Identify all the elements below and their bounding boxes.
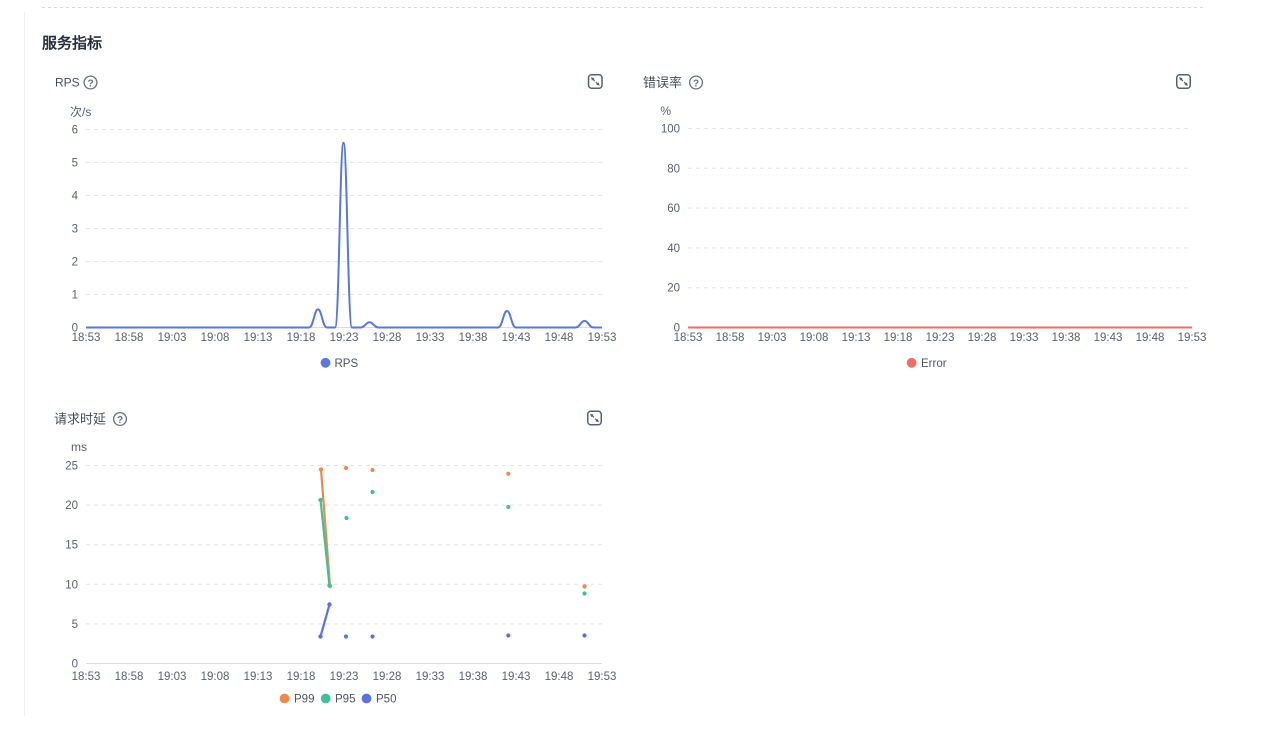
svg-text:19:13: 19:13 xyxy=(244,332,273,344)
svg-text:10: 10 xyxy=(65,579,78,591)
svg-text:20: 20 xyxy=(667,283,680,295)
svg-text:RPS: RPS xyxy=(335,358,359,370)
svg-text:19:28: 19:28 xyxy=(968,332,997,344)
svg-text:19:48: 19:48 xyxy=(545,332,574,344)
svg-text:20: 20 xyxy=(65,500,78,512)
svg-text:P50: P50 xyxy=(376,694,396,706)
svg-text:请求时延: 请求时延 xyxy=(54,412,106,427)
svg-text:错误率: 错误率 xyxy=(643,75,682,90)
svg-text:25: 25 xyxy=(65,461,78,473)
svg-text:1: 1 xyxy=(72,290,78,302)
svg-text:Error: Error xyxy=(921,358,947,370)
svg-text:0: 0 xyxy=(72,323,78,335)
svg-text:19:43: 19:43 xyxy=(502,671,531,683)
svg-text:18:53: 18:53 xyxy=(674,332,703,344)
svg-text:19:08: 19:08 xyxy=(201,332,230,344)
svg-text:19:13: 19:13 xyxy=(244,671,273,683)
svg-text:15: 15 xyxy=(65,540,78,552)
svg-text:19:38: 19:38 xyxy=(1052,332,1081,344)
svg-text:P99: P99 xyxy=(294,694,314,706)
svg-text:19:53: 19:53 xyxy=(588,671,617,683)
svg-text:19:18: 19:18 xyxy=(287,671,316,683)
svg-text:3: 3 xyxy=(72,224,78,236)
svg-text:P95: P95 xyxy=(335,694,355,706)
svg-text:19:23: 19:23 xyxy=(330,332,359,344)
svg-text:19:03: 19:03 xyxy=(158,671,187,683)
svg-text:60: 60 xyxy=(667,203,680,215)
svg-text:19:38: 19:38 xyxy=(459,671,488,683)
svg-text:19:23: 19:23 xyxy=(330,671,359,683)
svg-text:80: 80 xyxy=(667,163,680,175)
svg-text:19:53: 19:53 xyxy=(588,332,617,344)
svg-text:次/s: 次/s xyxy=(70,105,91,119)
svg-text:RPS: RPS xyxy=(55,76,80,90)
svg-text:19:38: 19:38 xyxy=(459,332,488,344)
svg-text:19:43: 19:43 xyxy=(502,332,531,344)
svg-text:19:33: 19:33 xyxy=(1010,332,1039,344)
svg-text:0: 0 xyxy=(72,659,78,671)
svg-text:100: 100 xyxy=(661,124,680,136)
svg-text:0: 0 xyxy=(674,323,680,335)
svg-text:19:13: 19:13 xyxy=(842,332,871,344)
svg-text:19:08: 19:08 xyxy=(800,332,829,344)
svg-text:ms: ms xyxy=(71,440,87,454)
svg-text:19:48: 19:48 xyxy=(1136,332,1165,344)
svg-text:6: 6 xyxy=(72,125,78,137)
svg-text:19:23: 19:23 xyxy=(926,332,955,344)
svg-text:服务指标: 服务指标 xyxy=(42,34,102,52)
svg-text:%: % xyxy=(660,104,671,118)
svg-text:?: ? xyxy=(87,78,93,89)
svg-text:18:53: 18:53 xyxy=(72,332,101,344)
svg-text:19:33: 19:33 xyxy=(416,332,445,344)
svg-text:18:58: 18:58 xyxy=(115,332,144,344)
svg-text:19:28: 19:28 xyxy=(373,671,402,683)
svg-text:40: 40 xyxy=(667,243,680,255)
svg-text:18:58: 18:58 xyxy=(716,332,745,344)
svg-text:18:53: 18:53 xyxy=(72,671,101,683)
svg-text:?: ? xyxy=(117,415,123,426)
svg-text:19:08: 19:08 xyxy=(201,671,230,683)
svg-text:19:33: 19:33 xyxy=(416,671,445,683)
svg-text:19:03: 19:03 xyxy=(758,332,787,344)
svg-text:19:53: 19:53 xyxy=(1178,332,1207,344)
svg-text:19:18: 19:18 xyxy=(287,332,316,344)
svg-text:18:58: 18:58 xyxy=(115,671,144,683)
svg-text:?: ? xyxy=(693,78,699,89)
svg-text:4: 4 xyxy=(72,191,79,203)
svg-text:19:03: 19:03 xyxy=(158,332,187,344)
svg-text:19:18: 19:18 xyxy=(884,332,913,344)
svg-text:5: 5 xyxy=(72,619,78,631)
svg-text:2: 2 xyxy=(72,257,78,269)
svg-text:19:28: 19:28 xyxy=(373,332,402,344)
svg-text:5: 5 xyxy=(72,158,78,170)
svg-text:19:43: 19:43 xyxy=(1094,332,1123,344)
svg-text:19:48: 19:48 xyxy=(545,671,574,683)
